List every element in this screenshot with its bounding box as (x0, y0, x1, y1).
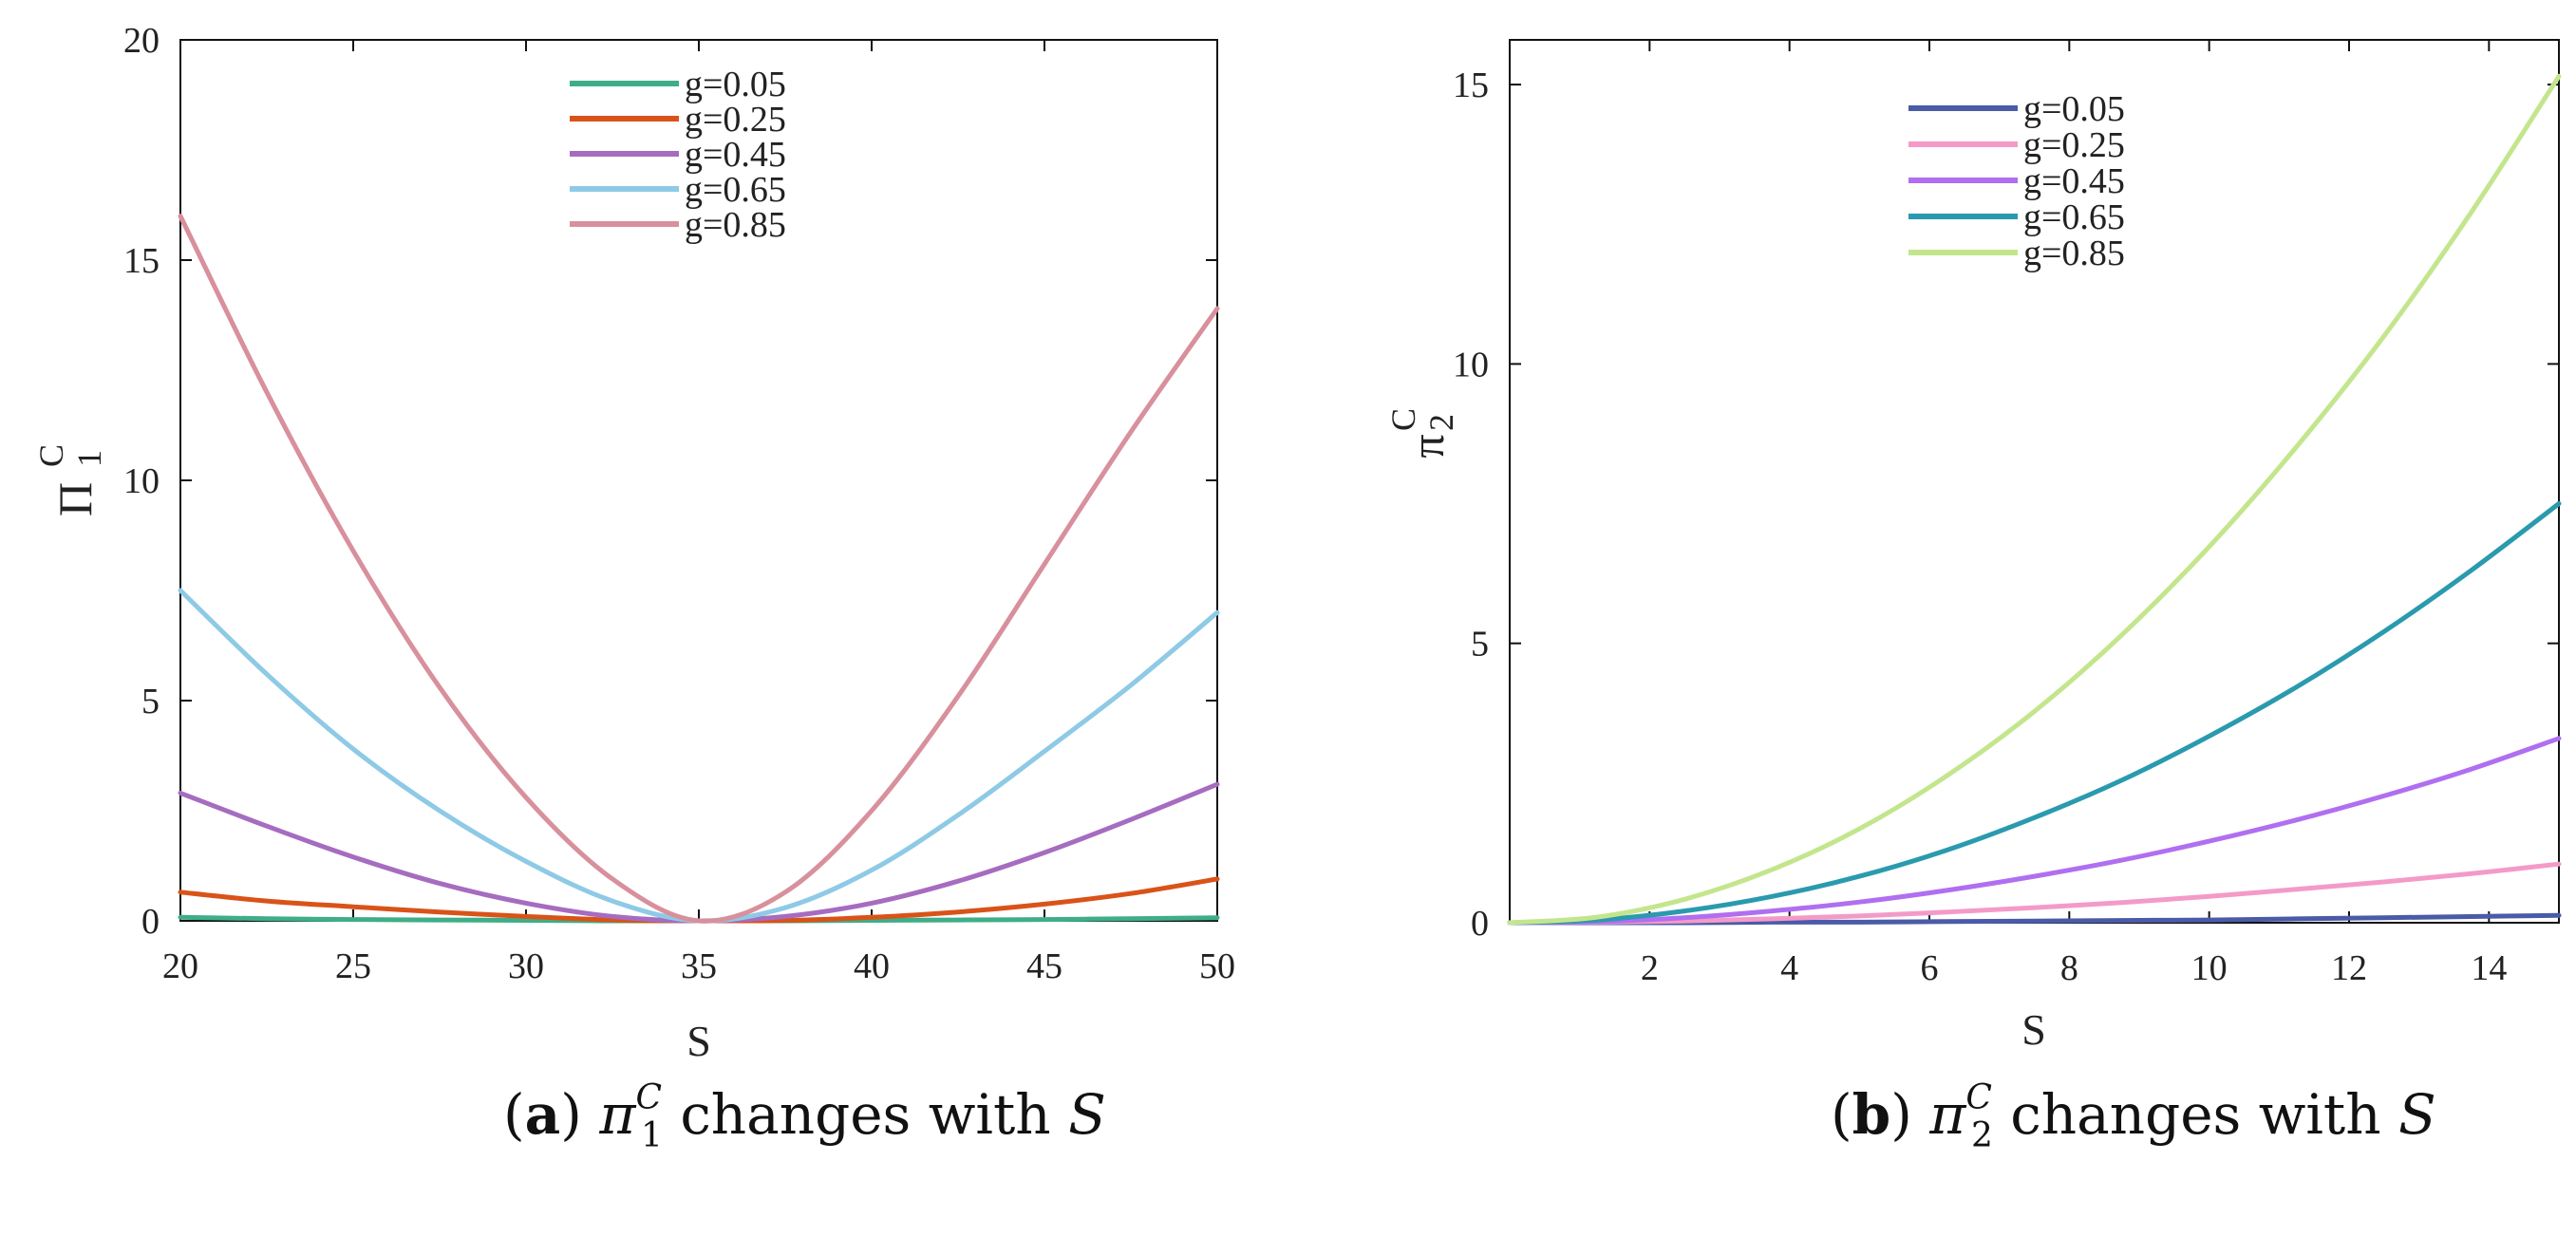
panel-b-series-lines (1507, 73, 2562, 926)
panel-b-caption-label: b (1852, 1082, 1891, 1147)
y-tick-label: 15 (123, 241, 160, 281)
panel-b-caption-text: changes with (2010, 1082, 2381, 1147)
series-line-g=0.25 (1507, 861, 2562, 926)
panel-a-caption-label: a (524, 1082, 561, 1147)
x-tick-label: 35 (681, 946, 717, 986)
panel-a-series-lines (178, 214, 1220, 924)
panel-a-caption: (a) πC1 changes with S (503, 1078, 1106, 1155)
x-tick-label: 8 (2060, 948, 2078, 988)
panel-b-caption-sup: C (1965, 1078, 1992, 1117)
y-tick-label: 0 (1471, 904, 1489, 944)
panel-b-caption-symbol: π (1929, 1082, 1966, 1147)
legend-label: g=0.05 (2023, 89, 2125, 129)
panel-a-x-axis-label: S (686, 1017, 711, 1065)
series-line-g=0.65 (178, 588, 1220, 924)
panel-a-y-axis-label: Π C 1 (32, 444, 108, 516)
panel-a-legend: g=0.05g=0.25g=0.45g=0.65g=0.85 (570, 65, 786, 245)
panel-b-caption: (b) πC2 changes with S (1831, 1078, 2436, 1155)
y-tick-label: 10 (1453, 345, 1489, 384)
panel-a-caption-text: changes with (680, 1082, 1051, 1147)
y-tick-label: 0 (141, 902, 160, 942)
y-tick-label: 10 (123, 461, 160, 501)
panel-a-y-label-sup: C (32, 444, 70, 467)
legend-label: g=0.45 (2023, 161, 2125, 201)
panel-b-y-axis-label: π C 2 (1384, 408, 1460, 459)
panel-b-chart: 2 4 6 8 10 12 14 0 5 10 15 g=0.05g=0.25g=0.45g=0.6… (1384, 39, 2562, 1054)
series-line-g=0.85 (178, 214, 1220, 924)
panel-b-caption-sub: 2 (1970, 1116, 1993, 1155)
legend-label: g=0.85 (685, 205, 786, 245)
legend-label: g=0.85 (2023, 234, 2125, 273)
y-tick-label: 15 (1453, 66, 1489, 105)
legend-label: g=0.25 (685, 100, 786, 140)
panel-b-legend: g=0.05g=0.25g=0.45g=0.65g=0.85 (1908, 89, 2125, 273)
panel-a-y-label-sub: 1 (70, 450, 108, 467)
y-tick-label: 20 (123, 21, 160, 61)
panel-b-ticks: 2 4 6 8 10 12 14 0 5 10 15 (1453, 40, 2559, 988)
panel-b-y-label-sub: 2 (1422, 414, 1460, 431)
panel-a-ticks: 20 25 30 35 40 45 50 0 5 10 15 20 (123, 21, 1235, 986)
legend-label: g=0.25 (2023, 125, 2125, 165)
x-tick-label: 30 (508, 946, 544, 986)
panel-a-caption-var: S (1068, 1082, 1106, 1147)
x-tick-label: 20 (162, 946, 198, 986)
x-tick-label: 40 (854, 946, 890, 986)
series-line-g=0.65 (1507, 501, 2562, 926)
panel-b-y-label-sup: C (1384, 408, 1422, 431)
x-tick-label: 25 (335, 946, 371, 986)
series-line-g=0.45 (1507, 736, 2562, 926)
panel-a-caption-sup: C (635, 1078, 662, 1117)
legend-label: g=0.65 (2023, 197, 2125, 237)
legend-label: g=0.65 (685, 170, 786, 210)
series-line-g=0.85 (1507, 73, 2562, 926)
x-tick-label: 45 (1026, 946, 1062, 986)
y-tick-label: 5 (1471, 625, 1489, 665)
x-tick-label: 12 (2331, 948, 2367, 988)
panel-b-caption-var: S (2398, 1082, 2436, 1147)
panel-b-y-label-symbol: π (1401, 434, 1454, 458)
legend-label: g=0.45 (685, 135, 786, 175)
x-tick-label: 50 (1199, 946, 1235, 986)
panel-b-x-axis-label: S (2021, 1005, 2046, 1054)
x-tick-label: 14 (2471, 948, 2507, 988)
x-tick-label: 6 (1921, 948, 1939, 988)
y-tick-label: 5 (141, 682, 160, 721)
x-tick-label: 2 (1641, 948, 1659, 988)
panel-a-chart: 20 25 30 35 40 45 50 0 5 10 15 20 g=0.05g=0.25g=0.4… (32, 21, 1235, 1065)
x-tick-label: 10 (2191, 948, 2228, 988)
legend-label: g=0.05 (685, 65, 786, 104)
panel-a-caption-sub: 1 (640, 1116, 663, 1155)
panel-a-caption-symbol: π (599, 1082, 636, 1147)
panel-a-y-label-symbol: Π (48, 482, 102, 516)
x-tick-label: 4 (1780, 948, 1798, 988)
